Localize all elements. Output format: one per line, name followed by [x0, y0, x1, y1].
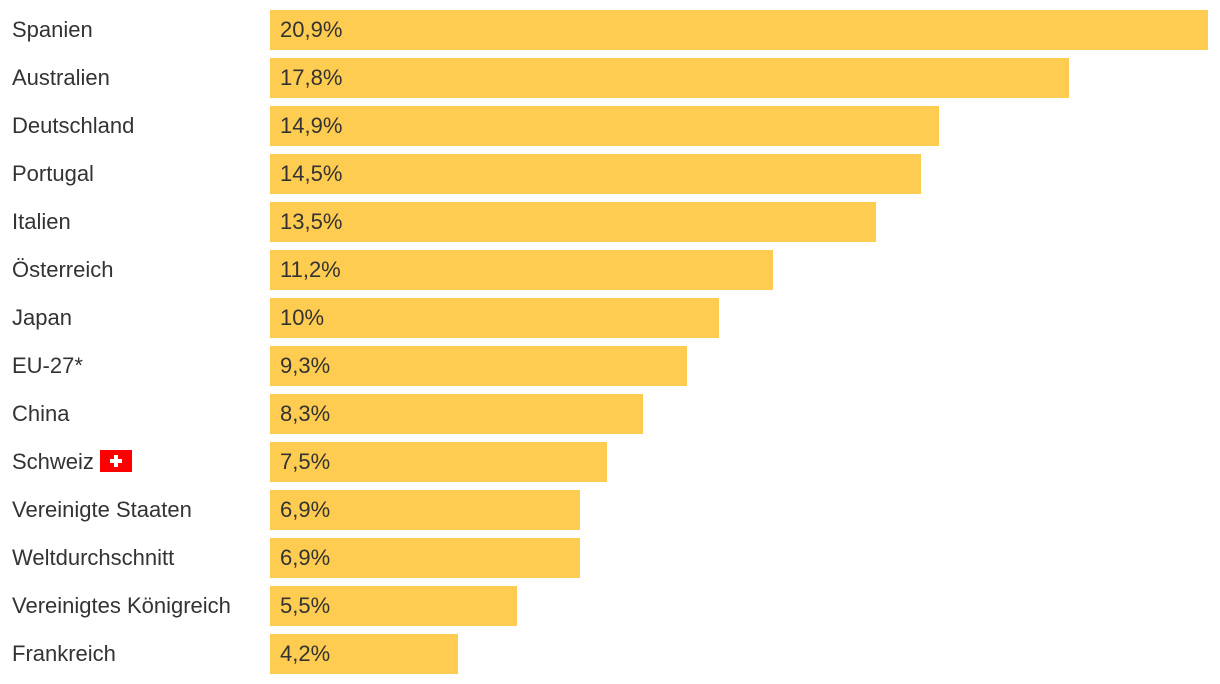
value-label: 14,9%	[280, 113, 343, 138]
bar	[270, 298, 719, 338]
category-text: EU-27*	[12, 353, 83, 378]
bar	[270, 538, 580, 578]
category-text: Schweiz	[12, 449, 94, 474]
category-label: Schweiz	[12, 442, 132, 482]
bar	[270, 586, 517, 626]
value-label: 7,5%	[280, 449, 331, 474]
bar	[270, 58, 1069, 98]
category-label: Frankreich	[12, 634, 116, 674]
bar	[270, 154, 921, 194]
bar-row: Spanien 20,9%	[0, 10, 1220, 50]
category-text: Spanien	[12, 17, 93, 42]
bar-row: Vereinigtes Königreich 5,5%	[0, 586, 1220, 626]
value-label: 9,3%	[280, 353, 331, 378]
bar-row: China 8,3%	[0, 394, 1220, 434]
value-label: 6,9%	[280, 545, 331, 570]
bar-row: Japan 10%	[0, 298, 1220, 338]
value-label: 14,5%	[280, 161, 343, 186]
category-text: Vereinigtes Königreich	[12, 593, 231, 618]
category-text: Italien	[12, 209, 71, 234]
category-label: Portugal	[12, 154, 94, 194]
category-label: Vereinigtes Königreich	[12, 586, 231, 626]
category-label: EU-27*	[12, 346, 83, 386]
bar-row: Schweiz 7,5%	[0, 442, 1220, 482]
category-text: Weltdurchschnitt	[12, 545, 175, 570]
bar-row: Portugal 14,5%	[0, 154, 1220, 194]
bar-row: EU-27* 9,3%	[0, 346, 1220, 386]
value-label: 8,3%	[280, 401, 331, 426]
category-text: Portugal	[12, 161, 94, 186]
category-label: Vereinigte Staaten	[12, 490, 192, 530]
category-label: Weltdurchschnitt	[12, 538, 174, 578]
category-label: Japan	[12, 298, 72, 338]
category-label: Deutschland	[12, 106, 134, 146]
bar-row: Österreich 11,2%	[0, 250, 1220, 290]
bar	[270, 346, 687, 386]
bar	[270, 250, 773, 290]
category-text: Japan	[12, 305, 72, 330]
category-text: Österreich	[12, 257, 114, 282]
swiss-flag-icon	[99, 450, 132, 472]
bar	[270, 442, 607, 482]
bar	[270, 394, 643, 434]
value-label: 17,8%	[280, 65, 343, 90]
value-label: 10%	[280, 305, 325, 330]
bar-row: Weltdurchschnitt 6,9%	[0, 538, 1220, 578]
bar	[270, 490, 580, 530]
bar-row: Australien 17,8%	[0, 58, 1220, 98]
value-label: 11,2%	[280, 257, 341, 282]
category-text: Australien	[12, 65, 110, 90]
bar	[270, 10, 1208, 50]
category-text: Vereinigte Staaten	[12, 497, 192, 522]
category-label: Italien	[12, 202, 71, 242]
bar	[270, 634, 458, 674]
category-text: Deutschland	[12, 113, 135, 138]
bar-row: Frankreich 4,2%	[0, 634, 1220, 674]
bar-row: Vereinigte Staaten 6,9%	[0, 490, 1220, 530]
bar	[270, 202, 876, 242]
value-label: 5,5%	[280, 593, 331, 618]
bar	[270, 106, 939, 146]
category-text: China	[12, 401, 70, 426]
category-label: Spanien	[12, 10, 93, 50]
value-label: 13,5%	[280, 209, 343, 234]
value-label: 4,2%	[280, 641, 331, 666]
category-label: Österreich	[12, 250, 113, 290]
category-text: Frankreich	[12, 641, 116, 666]
category-label: China	[12, 394, 69, 434]
value-label: 20,9%	[280, 17, 343, 42]
bar-row: Italien 13,5%	[0, 202, 1220, 242]
category-label: Australien	[12, 58, 110, 98]
bar-row: Deutschland 14,9%	[0, 106, 1220, 146]
value-label: 6,9%	[280, 497, 331, 522]
